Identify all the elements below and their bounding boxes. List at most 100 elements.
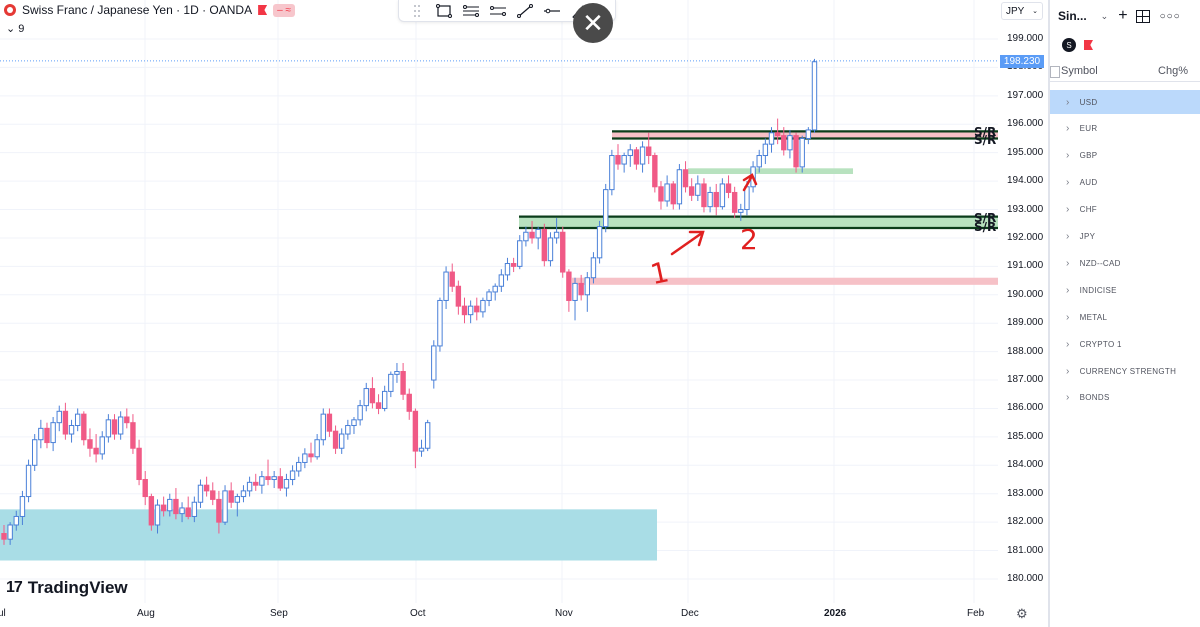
chevron-right-icon[interactable]: › <box>1066 257 1070 269</box>
candle-body <box>289 470 296 481</box>
indicators-toggle[interactable]: ⌄ 9 <box>6 23 25 35</box>
chevron-right-icon[interactable]: › <box>1066 96 1070 108</box>
watchlist-section[interactable]: › CRYPTO 1 <box>1050 332 1200 356</box>
chevron-right-icon[interactable]: › <box>1066 177 1070 189</box>
chart-legend[interactable]: Swiss Franc / Japanese Yen · 1D · OANDA … <box>4 3 295 17</box>
candle-body <box>731 191 738 213</box>
candle-body <box>265 476 271 481</box>
candle-body <box>19 496 26 517</box>
chevron-right-icon[interactable]: › <box>1066 123 1070 135</box>
candle-body <box>578 282 584 296</box>
gear-icon[interactable]: ⚙ <box>1016 606 1028 621</box>
panel-divider[interactable] <box>1048 0 1050 627</box>
chevron-right-icon[interactable]: › <box>1066 311 1070 323</box>
status-badge[interactable]: – ≈ <box>273 3 295 17</box>
candle-body <box>62 410 69 435</box>
candle-body <box>56 410 62 424</box>
watchlist-section-label: AUD <box>1079 178 1098 188</box>
watchlist-section[interactable]: › EUR <box>1050 117 1200 141</box>
candle-body <box>596 226 603 259</box>
chevron-down-icon[interactable]: ⌄ <box>1100 10 1109 21</box>
watchlist-columns: Symbol Chg% <box>1050 60 1200 82</box>
trend-line-icon[interactable] <box>511 1 538 21</box>
layout-icon[interactable] <box>1135 9 1150 23</box>
chevron-right-icon[interactable]: › <box>1066 150 1070 162</box>
watchlist-section[interactable]: › GBP <box>1050 144 1200 168</box>
candle-body <box>695 183 701 196</box>
time-tick: 2026 <box>824 608 847 619</box>
candle-body <box>713 191 719 208</box>
avatar[interactable]: S <box>1062 38 1076 52</box>
price-tick: 183.000 <box>1007 487 1044 499</box>
watchlist-panel[interactable]: Sin... ⌄ + ○○○ S Symbol Chg% › USD › EUR › GB… <box>1050 0 1200 627</box>
column-chg[interactable]: Chg% <box>1158 65 1188 77</box>
drawing-toolbar[interactable] <box>398 0 616 22</box>
chevron-right-icon[interactable]: › <box>1066 284 1070 296</box>
close-button[interactable]: ✕ <box>573 3 613 43</box>
price-tick: 195.000 <box>1007 146 1044 158</box>
candle-body <box>142 479 148 498</box>
candle-body <box>191 501 198 517</box>
candle-body <box>615 155 621 165</box>
chevron-right-icon[interactable]: › <box>1066 231 1070 242</box>
watchlist-section[interactable]: › CHF <box>1050 198 1200 222</box>
watchlist-account[interactable]: S <box>1062 38 1093 52</box>
candle-body <box>173 498 179 515</box>
column-symbol[interactable]: Symbol <box>1050 65 1098 78</box>
flag-icon[interactable] <box>258 5 268 15</box>
watchlist-section-label: INDICISE <box>1079 285 1117 295</box>
candle-body <box>326 413 333 432</box>
chart-area[interactable]: S/R S/R S/R S/R 1 2 Swiss Franc / Japane… <box>0 0 1048 627</box>
price-tick: 181.000 <box>1007 544 1044 556</box>
chart-grid <box>0 0 998 603</box>
watchlist-section[interactable]: › NZD--CAD <box>1050 251 1200 275</box>
chart-canvas[interactable]: S/R S/R S/R S/R 1 2 <box>0 0 1048 627</box>
chevron-right-icon[interactable]: › <box>1066 204 1070 216</box>
candle-body <box>455 285 462 307</box>
candle-body <box>725 183 732 193</box>
parallel-lines-icon[interactable] <box>484 1 511 21</box>
candlestick-series <box>1 58 818 545</box>
watchlist-section[interactable]: › INDICISE <box>1050 278 1200 302</box>
candle-body <box>99 436 105 455</box>
watchlist-section[interactable]: › USD <box>1050 90 1200 114</box>
watchlist-section[interactable]: › BONDS <box>1050 386 1200 410</box>
time-tick: Oct <box>410 608 426 619</box>
candle-body <box>652 155 658 188</box>
candle-body <box>7 524 13 540</box>
last-price-label: 198.230 <box>1000 55 1044 68</box>
candle-body <box>461 305 468 316</box>
rectangle-icon[interactable] <box>430 1 457 21</box>
add-symbol-button[interactable]: + <box>1118 7 1128 24</box>
chevron-right-icon[interactable]: › <box>1066 365 1070 377</box>
candle-body <box>744 186 750 211</box>
chevron-right-icon[interactable]: › <box>1066 338 1070 350</box>
price-tick: 186.000 <box>1007 402 1044 414</box>
watchlist-section-label: JPY <box>1079 232 1096 241</box>
watchlist-section[interactable]: › METAL <box>1050 305 1200 329</box>
more-icon[interactable]: ○○○ <box>1159 10 1181 22</box>
drag-handle-icon[interactable] <box>403 1 430 21</box>
horizontal-ray-icon[interactable] <box>538 1 565 21</box>
hand-drawn-arrow-1 <box>670 230 705 256</box>
watchlist-title[interactable]: Sin... <box>1058 9 1087 23</box>
watchlist-section-label: EUR <box>1079 124 1098 134</box>
chart-zones <box>0 130 998 561</box>
watchlist-section[interactable]: › JPY <box>1050 225 1200 249</box>
symbol-title[interactable]: Swiss Franc / Japanese Yen · 1D · OANDA <box>22 3 253 17</box>
candle-body <box>400 371 406 395</box>
currency-select[interactable]: JPY ⌄ <box>1001 2 1043 20</box>
candle-body <box>38 427 44 441</box>
candle-body <box>541 228 548 262</box>
candle-body <box>369 388 376 404</box>
watchlist-section[interactable]: › AUD <box>1050 171 1200 195</box>
candle-body <box>117 416 124 435</box>
candle-body <box>351 419 357 427</box>
flag-icon[interactable] <box>1084 40 1093 50</box>
watchlist-section[interactable]: › CURRENCY STRENGTH <box>1050 359 1200 383</box>
chevron-down-icon: ⌄ <box>1032 8 1038 15</box>
parallel-channel-icon[interactable] <box>457 1 484 21</box>
watchlist-header[interactable]: Sin... ⌄ + ○○○ <box>1058 6 1198 26</box>
price-axis[interactable] <box>998 0 1048 627</box>
chevron-right-icon[interactable]: › <box>1066 392 1070 404</box>
